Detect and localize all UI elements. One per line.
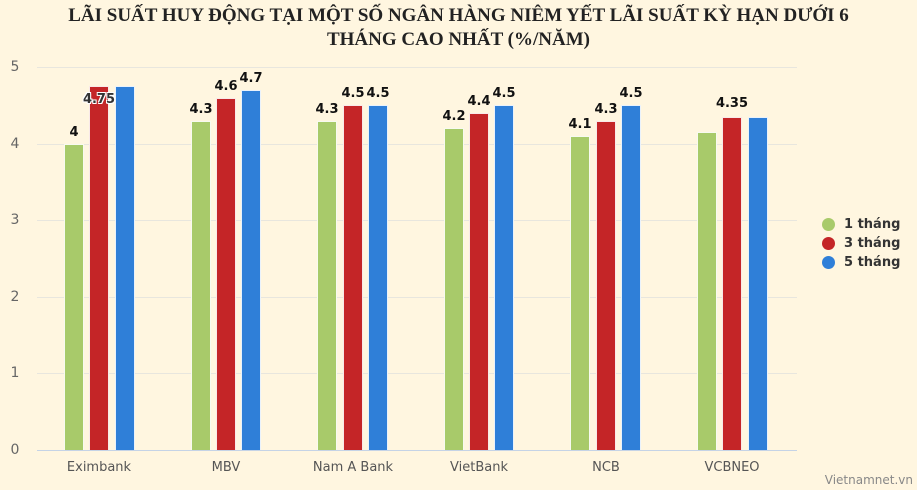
gridline — [37, 373, 797, 374]
data-label: 4.5 — [492, 86, 516, 101]
y-tick-label: 5 — [10, 59, 20, 75]
bar-nam-a-bank-1-thang[interactable] — [317, 121, 337, 450]
x-category-label: NCB — [592, 460, 620, 475]
chart-title-line-1: LÃI SUẤT HUY ĐỘNG TẠI MỘT SỐ NGÂN HÀNG N… — [68, 5, 849, 26]
data-label: 4.5 — [366, 86, 390, 101]
bar-ncb-5-thang[interactable] — [621, 105, 641, 450]
x-category-label: VietBank — [450, 460, 508, 475]
x-category-label: VCBNEO — [704, 460, 760, 475]
y-tick-label: 3 — [10, 212, 20, 228]
chart-title: LÃI SUẤT HUY ĐỘNG TẠI MỘT SỐ NGÂN HÀNG N… — [0, 4, 917, 52]
legend-dot-icon — [822, 237, 835, 250]
legend-item-3-tháng[interactable]: 3 tháng — [822, 234, 900, 253]
bar-eximbank-3-thang[interactable] — [89, 86, 109, 450]
bar-mbv-1-thang[interactable] — [191, 121, 211, 450]
data-label: 4.3 — [315, 102, 339, 117]
source-credit: Vietnamnet.vn — [824, 473, 913, 487]
data-label: 4.3 — [594, 102, 618, 117]
data-label: 4 — [69, 125, 79, 140]
bar-nam-a-bank-3-thang[interactable] — [343, 105, 363, 450]
bar-vietbank-1-thang[interactable] — [444, 128, 464, 450]
legend-label: 5 tháng — [844, 255, 901, 270]
y-tick-label: 2 — [10, 289, 20, 305]
legend-dot-icon — [822, 218, 835, 231]
bar-vcbneo-3-thang[interactable] — [722, 117, 742, 450]
legend: 1 tháng 3 tháng 5 tháng — [822, 215, 900, 272]
bar-mbv-3-thang[interactable] — [216, 98, 236, 450]
legend-dot-icon — [822, 256, 835, 269]
data-label: 4.75 — [82, 92, 116, 107]
x-category-label: Eximbank — [66, 460, 132, 475]
data-label: 4.6 — [214, 79, 238, 94]
bar-ncb-3-thang[interactable] — [596, 121, 616, 450]
data-label: 4.2 — [442, 109, 466, 124]
bar-ncb-1-thang[interactable] — [570, 136, 590, 450]
gridline — [37, 144, 797, 145]
y-tick-label: 4 — [10, 136, 20, 152]
y-tick-label: 1 — [10, 365, 20, 381]
data-label: 4.4 — [467, 94, 491, 109]
data-label: 4.1 — [568, 117, 592, 132]
data-label: 4.35 — [715, 96, 749, 111]
x-axis-line — [37, 450, 797, 451]
legend-label: 3 tháng — [844, 236, 901, 251]
legend-item-1-tháng[interactable]: 1 tháng — [822, 215, 900, 234]
chart-title-line-2: THÁNG CAO NHẤT (%/NĂM) — [326, 29, 590, 50]
gridline — [37, 297, 797, 298]
data-label: 4.7 — [239, 71, 263, 86]
legend-label: 1 tháng — [844, 217, 901, 232]
bar-mbv-5-thang[interactable] — [241, 90, 261, 450]
x-category-label: Nam A Bank — [312, 460, 394, 475]
gridline — [37, 67, 797, 68]
data-label: 4.3 — [189, 102, 213, 117]
x-category-label: MBV — [211, 460, 241, 475]
data-label: 4.5 — [341, 86, 365, 101]
bar-vietbank-3-thang[interactable] — [469, 113, 489, 450]
data-label: 4.5 — [619, 86, 643, 101]
y-tick-label: 0 — [10, 442, 20, 458]
bar-vietbank-5-thang[interactable] — [494, 105, 514, 450]
bar-eximbank-5-thang[interactable] — [115, 86, 135, 450]
legend-item-5-tháng[interactable]: 5 tháng — [822, 253, 900, 272]
bar-vcbneo-1-thang[interactable] — [697, 132, 717, 450]
gridline — [37, 220, 797, 221]
bar-nam-a-bank-5-thang[interactable] — [368, 105, 388, 450]
bar-eximbank-1-thang[interactable] — [64, 144, 84, 450]
bar-vcbneo-5-thang[interactable] — [748, 117, 768, 450]
